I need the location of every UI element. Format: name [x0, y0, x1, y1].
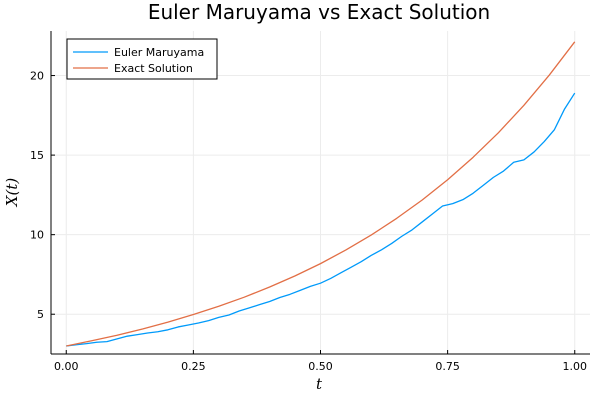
- x-tick-label: 1.00: [562, 360, 587, 373]
- x-axis-label: t: [316, 375, 323, 393]
- y-tick-label: 15: [30, 149, 44, 162]
- x-ticks: 0.00 0.25 0.50 0.75 1.00: [54, 350, 587, 373]
- y-tick-label: 20: [30, 70, 44, 83]
- legend-label-euler-maruyama: Euler Maruyama: [114, 46, 204, 59]
- series-line-exact-solution: [66, 41, 576, 347]
- y-tick-label: 10: [30, 229, 44, 242]
- y-tick-label: 5: [37, 308, 44, 321]
- x-tick-label: 0.50: [308, 360, 333, 373]
- series-line-euler-maruyama: [66, 92, 576, 347]
- chart-title: Euler Maruyama vs Exact Solution: [148, 0, 490, 24]
- x-tick-label: 0.75: [435, 360, 460, 373]
- y-axis-label: X(t): [3, 178, 21, 208]
- y-ticks: 5 10 15 20: [30, 70, 55, 321]
- series-group: [66, 41, 576, 347]
- legend-label-exact-solution: Exact Solution: [114, 62, 193, 75]
- grid: [51, 31, 590, 354]
- legend: Euler Maruyama Exact Solution: [66, 38, 218, 80]
- x-tick-label: 0.25: [181, 360, 206, 373]
- x-tick-label: 0.00: [54, 360, 79, 373]
- legend-box: [66, 38, 218, 80]
